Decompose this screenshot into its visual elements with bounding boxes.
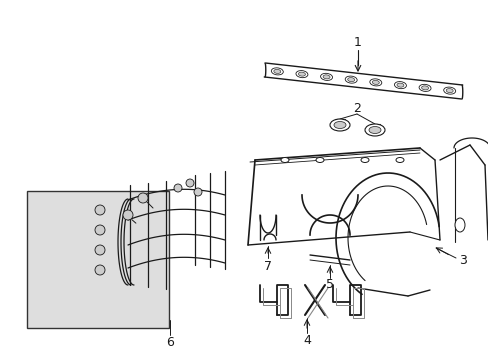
Text: 5: 5 [325,279,333,292]
Ellipse shape [323,75,329,79]
Ellipse shape [395,158,403,162]
Ellipse shape [329,119,349,131]
Circle shape [138,193,148,203]
Circle shape [95,225,105,235]
Text: 3: 3 [458,253,466,266]
Ellipse shape [320,73,332,80]
Ellipse shape [271,68,283,75]
Ellipse shape [369,79,381,86]
Text: 1: 1 [353,36,361,49]
Bar [27,191,168,328]
Circle shape [185,179,194,187]
Text: 2: 2 [352,102,360,114]
Ellipse shape [295,71,307,78]
Ellipse shape [364,124,384,136]
Ellipse shape [445,89,452,93]
Ellipse shape [394,82,406,89]
Circle shape [95,245,105,255]
Text: 7: 7 [264,260,271,273]
Ellipse shape [347,78,354,82]
Circle shape [123,210,133,220]
Ellipse shape [396,83,403,87]
Text: 4: 4 [303,333,310,346]
Ellipse shape [333,122,346,129]
Circle shape [95,265,105,275]
Ellipse shape [418,84,430,91]
Circle shape [95,205,105,215]
Ellipse shape [315,158,324,162]
Circle shape [174,184,182,192]
Ellipse shape [360,158,368,162]
Ellipse shape [298,72,305,76]
Ellipse shape [345,76,356,83]
Circle shape [194,188,202,196]
Ellipse shape [371,80,379,84]
Ellipse shape [454,218,464,232]
Text: 6: 6 [166,337,174,350]
Ellipse shape [421,86,427,90]
Ellipse shape [368,126,380,134]
Ellipse shape [273,69,280,73]
Ellipse shape [281,158,288,162]
Ellipse shape [443,87,455,94]
